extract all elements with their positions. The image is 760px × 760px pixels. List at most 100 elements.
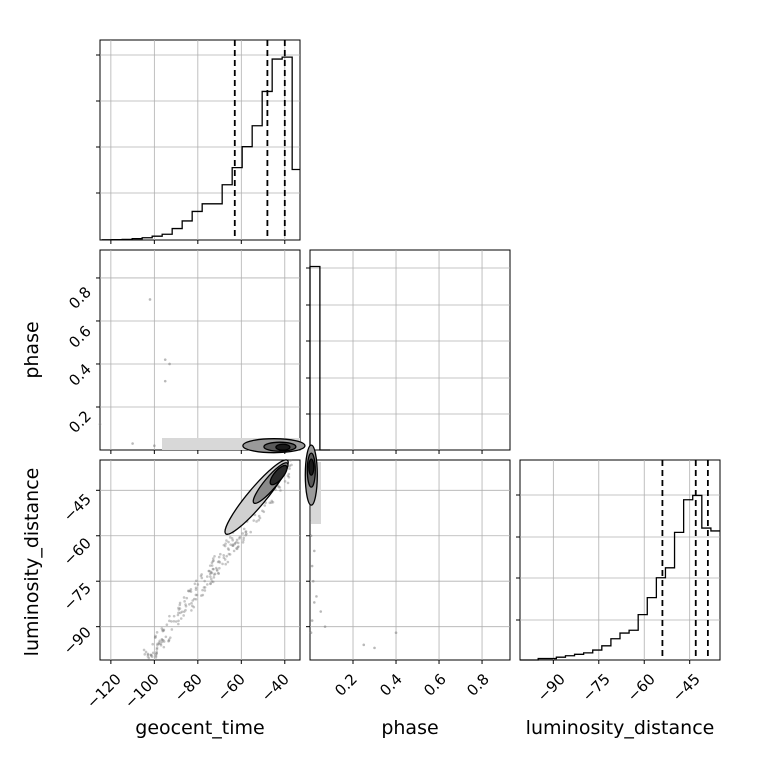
sample-point [201,588,204,592]
sample-point [156,643,159,647]
x-tick-label: 0.4 [376,670,406,700]
sample-point [215,568,219,571]
sample-point [227,552,231,556]
sample-point [270,501,273,504]
sample-point [194,586,198,590]
sample-point [160,627,164,630]
x-tick-labels-lumdist: −90 −75 −60 −45 [534,670,704,705]
sample-point [313,601,316,604]
x-axis-label-phase: phase [381,717,438,739]
sample-point [209,577,213,581]
sample-point [223,544,227,548]
sample-point [278,486,282,489]
sample-point [203,589,207,592]
sample-point [177,619,180,623]
sample-point [205,575,209,578]
sample-point [252,519,256,522]
sample-point [225,554,229,558]
sample-point [154,654,158,658]
sample-point [151,642,154,646]
sample-point [211,557,215,560]
x-tick-label: −60 [214,670,249,705]
x-tick-label: −80 [171,670,206,705]
sample-point [160,637,164,641]
y-axis-label-lumdist: luminosity_distance [21,468,43,657]
sample-point [215,569,219,572]
sample-point [209,582,212,585]
sample-point [362,643,366,647]
sample-point [277,485,280,489]
hist-lumdist-series [516,460,720,664]
sample-point [245,532,248,536]
y-tick-label: −90 [60,623,95,658]
sample-point [161,638,164,642]
sample-point [257,514,261,518]
sample-point [199,574,203,578]
y-tick-label: 0.8 [65,283,95,313]
sample-point [242,527,246,531]
sample-point [373,646,376,650]
sample-point [289,459,292,462]
sample-point [257,518,260,522]
sample-point [217,560,221,563]
sample-point [165,623,169,627]
sample-point [222,543,226,547]
sample-point [287,472,291,476]
sample-point [208,572,212,576]
x-tick-label: −75 [579,670,614,705]
sample-point [182,596,186,599]
sample-point [394,631,398,635]
sample-point [255,520,258,523]
sample-point [187,589,191,593]
sample-point [279,489,282,492]
sample-point [241,541,245,544]
sample-point [147,656,151,660]
sample-point [153,444,156,447]
sample-point [210,580,214,583]
sample-point [211,560,215,563]
sample-point [163,358,167,361]
sample-point [244,533,248,537]
sample-point [155,631,159,634]
sample-point [182,610,186,613]
sample-point [224,542,227,545]
sample-point [160,640,164,644]
histogram-step [520,494,720,661]
sample-point [258,516,262,520]
sample-point [146,653,150,657]
sample-point [167,639,170,643]
sample-point [309,534,313,538]
sample-point [190,601,193,605]
sample-point [162,645,166,649]
sample-point [235,540,238,544]
sample-point [202,586,206,589]
sample-point [154,653,158,656]
sample-point [177,611,180,615]
sample-point [217,555,221,559]
x-tick-label: −120 [83,670,125,712]
x-axis-label-lumdist: luminosity_distance [526,717,715,739]
sample-point [191,604,194,608]
sample-point [263,504,267,507]
sample-point [212,576,216,579]
sample-point [210,571,214,575]
scatter-geocent-lumdist [96,459,300,664]
sample-point [209,575,212,578]
sample-point [213,554,216,558]
x-tick-label: 0.6 [420,670,450,700]
sample-point [151,651,155,655]
density-contour [269,464,288,486]
sample-point [222,554,226,557]
sample-point [209,582,212,586]
sample-point [200,576,204,580]
y-tick-label: −60 [60,534,95,569]
y-tick-labels-lumdist: −45 −60 −75 −90 [60,490,95,658]
sample-point [188,589,192,593]
sample-point [228,553,232,556]
sample-point [231,544,234,547]
sample-point [170,628,174,631]
sample-point [311,579,315,583]
sample-point [216,560,220,564]
y-tick-label: −45 [60,490,95,525]
sample-point [167,638,171,641]
